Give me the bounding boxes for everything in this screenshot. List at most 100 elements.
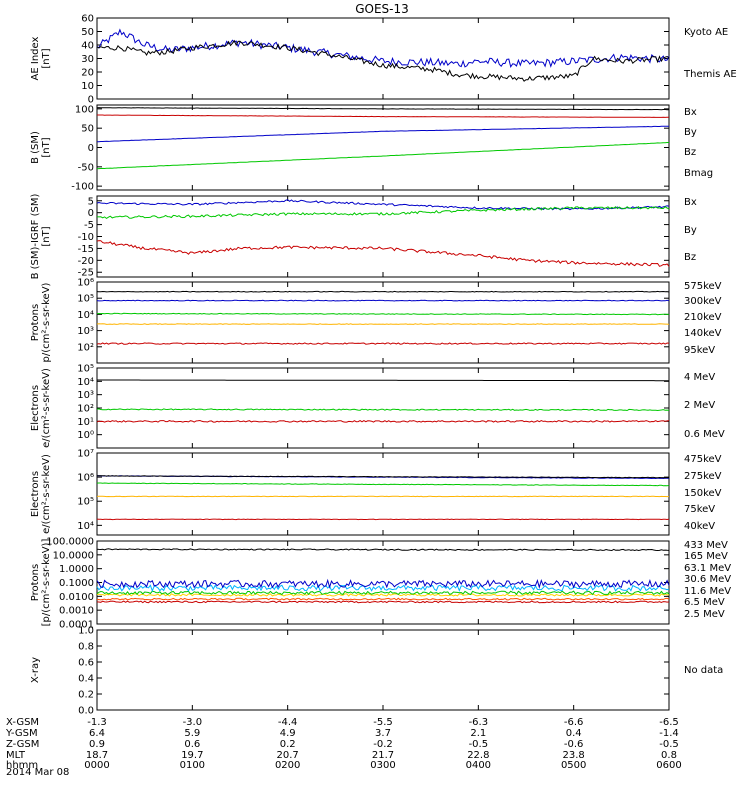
- footer-value: -0.2: [373, 739, 393, 750]
- legend-entry: Bz: [684, 252, 696, 263]
- panel-bigrf: -25-20-15-10-505 B (SM)-IGRF (SM) [nT] Bx By…: [30, 194, 697, 280]
- y-tick-label: 10⁶: [77, 278, 94, 289]
- legend-entry: Kyoto AE: [684, 27, 728, 38]
- legend-entry: 30.6 MeV: [684, 574, 731, 585]
- legend-entry: 11.6 MeV: [684, 586, 731, 597]
- footer-value: 5.9: [184, 728, 200, 739]
- footer-value: -3.0: [183, 717, 203, 728]
- series-line-by: [96, 206, 670, 220]
- footer-row-label: Z-GSM: [6, 739, 39, 750]
- y-tick-label: 10⁶: [77, 473, 94, 484]
- y-tick-label: 10⁵: [77, 294, 94, 305]
- y-axis-label: Electrons: [30, 385, 41, 431]
- footer-value: 6.4: [89, 728, 105, 739]
- footer-value: 22.8: [467, 750, 489, 761]
- series-line-475kev: [96, 518, 670, 521]
- y-tick-label: 10⁷: [77, 449, 94, 460]
- y-tick-label: 10³: [77, 326, 94, 337]
- y-tick-label: 50: [81, 27, 94, 38]
- legend-entry: 575keV: [684, 281, 722, 292]
- series-line-11-6-mev: [96, 584, 670, 593]
- y-tick-label: 0: [88, 95, 94, 106]
- panel-bsm: -100 -50 0 50 100 B (SM) [nT] Bx By Bz Bmag: [30, 104, 713, 192]
- y-axis-label: B (SM)-IGRF (SM): [30, 194, 41, 280]
- footer-row-label: hhmm: [6, 760, 38, 771]
- y-tick-label: 0.0100: [59, 592, 94, 603]
- series-line-30-6-mev: [96, 590, 670, 596]
- footer-value: -5.5: [373, 717, 393, 728]
- y-tick-label: 40: [81, 41, 94, 52]
- y-tick-label: 10.0000: [53, 550, 94, 561]
- legend-entry: 2.5 MeV: [684, 609, 725, 620]
- y-tick-label: 0.2: [78, 690, 94, 701]
- y-tick-label: 1.0000: [59, 564, 94, 575]
- y-axis-label: e/(cm²-s-sr-keV): [41, 368, 52, 448]
- y-axis-label: AE Index: [30, 36, 41, 80]
- footer-row-label: X-GSM: [6, 717, 39, 728]
- footer-value: 19.7: [181, 750, 203, 761]
- footer-value: 21.7: [372, 750, 394, 761]
- y-tick-label: 0: [88, 208, 94, 219]
- footer-value: 0000: [84, 760, 109, 771]
- y-axis-label: Protons: [30, 304, 41, 341]
- panel-protons_mag: 10² 10³ 10⁴ 10⁵ 10⁶ Protons p/(cm²-s-sr-keV) 57…: [30, 278, 722, 364]
- footer-value: 0.2: [280, 739, 296, 750]
- series-line-300kev: [96, 323, 670, 325]
- footer-value: 0.9: [89, 739, 105, 750]
- footer-value: 0300: [370, 760, 395, 771]
- series-line-2-5-mev: [96, 548, 670, 552]
- series-line-95kev: [96, 290, 670, 293]
- footer-value: 0100: [180, 760, 205, 771]
- legend-entry: Bmag: [684, 168, 713, 179]
- y-tick-label: 0.0010: [59, 606, 94, 617]
- footer-value: 0.8: [661, 750, 677, 761]
- series-line-kyoto-ae: [96, 28, 670, 69]
- panel-xray: 0.0 0.2 0.4 0.6 0.8 1.0 X-ray No data: [30, 626, 723, 717]
- series-line-150kev: [96, 482, 670, 487]
- legend-entry: 95keV: [684, 345, 715, 356]
- y-tick-label: 0.0: [78, 706, 94, 717]
- legend-entry: 433 MeV: [684, 540, 728, 551]
- series-line-165-mev: [96, 597, 670, 601]
- y-tick-label: 10⁴: [77, 310, 94, 321]
- footer-value: 0500: [561, 760, 586, 771]
- series-line-140kev: [96, 299, 670, 302]
- footer-value: 0600: [656, 760, 681, 771]
- y-tick-label: 5: [88, 196, 94, 207]
- series-line-210kev: [96, 312, 669, 316]
- y-tick-label: 0.0001: [59, 620, 94, 631]
- y-tick-label: 100: [75, 104, 94, 115]
- legend-entry: Bx: [684, 197, 697, 208]
- y-tick-label: 10⁴: [77, 521, 94, 532]
- y-tick-label: -25: [78, 268, 94, 279]
- series-line-275kev: [96, 495, 670, 498]
- legend-entry: Bx: [684, 107, 697, 118]
- y-tick-label: 100.0000: [46, 537, 94, 548]
- y-tick-label: -50: [78, 162, 94, 173]
- panel-ae: 0 10 20 30 40 50 60 AE Index [nT] Kyoto AE Themis …: [30, 14, 737, 106]
- legend-entry: 75keV: [684, 504, 715, 515]
- y-tick-label: 0.6: [78, 658, 94, 669]
- footer-value: 0.4: [566, 728, 582, 739]
- y-tick-label: -20: [78, 256, 94, 267]
- no-data-label: No data: [684, 665, 723, 676]
- footer-value: -6.3: [469, 717, 489, 728]
- legend-entry: 165 MeV: [684, 551, 728, 562]
- series-line-by: [96, 142, 669, 170]
- footer-value: 0400: [466, 760, 491, 771]
- x-axis-footer: X-GSM -1.3 -3.0 -4.4 -5.5 -6.3 -6.6 -6.5 Y-GSM 6.…: [5, 717, 682, 771]
- footer-value: 4.9: [280, 728, 296, 739]
- footer-value: 0.6: [184, 739, 200, 750]
- series-line-extra: [96, 342, 670, 345]
- legend-entry: 2 MeV: [684, 400, 715, 411]
- footer-value: 0200: [275, 760, 300, 771]
- footer-value: -1.4: [659, 728, 679, 739]
- series-line-bz: [96, 240, 670, 267]
- legend-entry: 475keV: [684, 454, 722, 465]
- footer-value: -6.5: [659, 717, 679, 728]
- y-tick-label: -15: [78, 244, 94, 255]
- y-axis-label: B (SM): [30, 131, 41, 164]
- panel-frame: [96, 104, 670, 191]
- footer-value: -1.3: [87, 717, 107, 728]
